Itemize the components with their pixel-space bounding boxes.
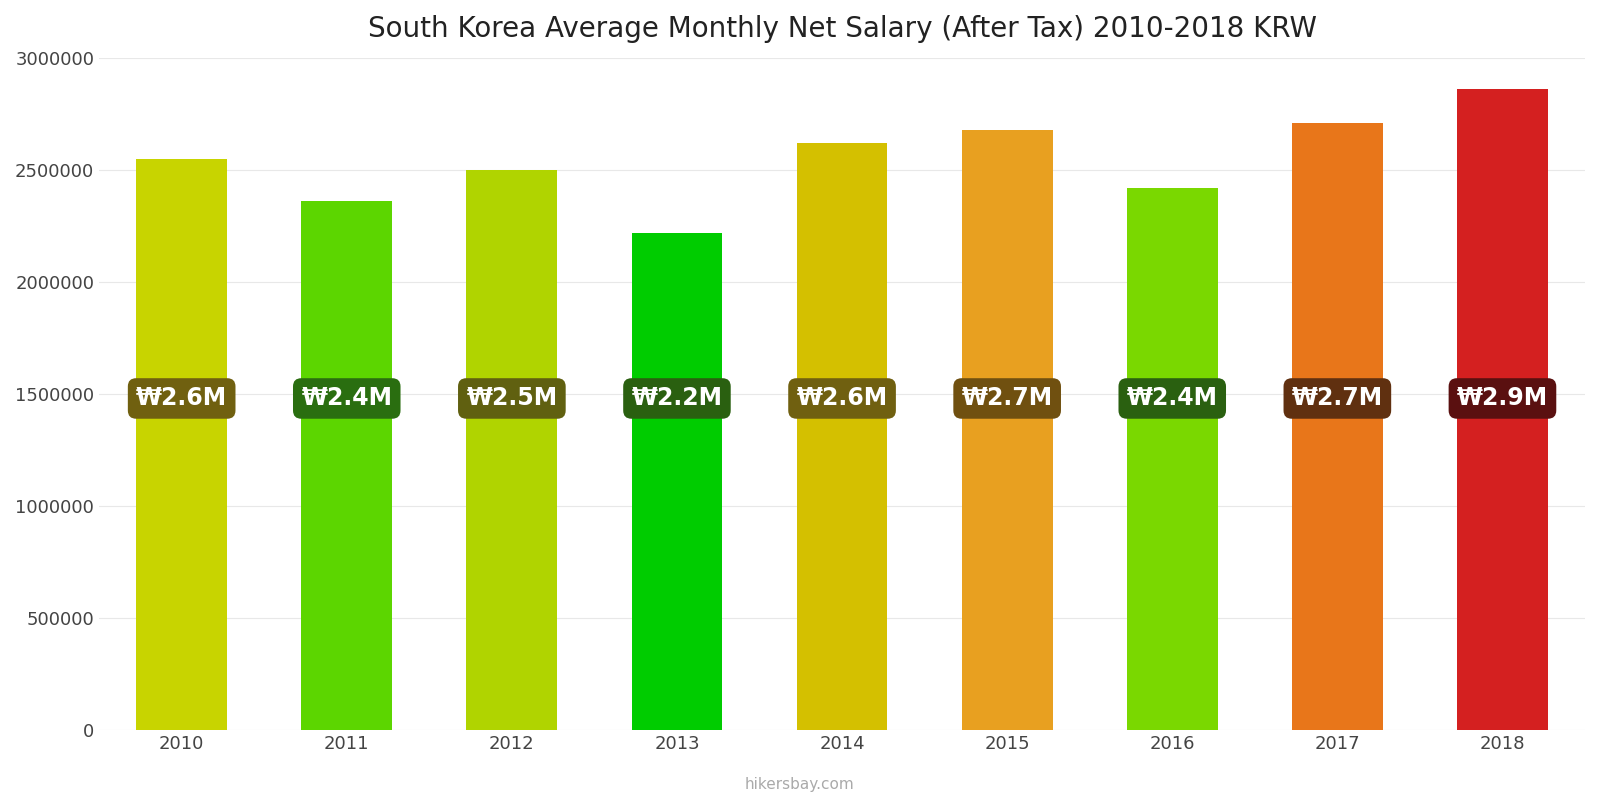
Title: South Korea Average Monthly Net Salary (After Tax) 2010-2018 KRW: South Korea Average Monthly Net Salary (… xyxy=(368,15,1317,43)
Text: ₩2.4M: ₩2.4M xyxy=(1126,386,1218,410)
Bar xyxy=(1291,123,1382,730)
Bar xyxy=(962,130,1053,730)
Bar xyxy=(136,158,227,730)
Text: ₩2.6M: ₩2.6M xyxy=(797,386,888,410)
Text: ₩2.6M: ₩2.6M xyxy=(136,386,227,410)
Text: ₩2.4M: ₩2.4M xyxy=(301,386,392,410)
Text: ₩2.2M: ₩2.2M xyxy=(632,386,723,410)
Bar xyxy=(467,170,557,730)
Text: ₩2.9M: ₩2.9M xyxy=(1458,386,1549,410)
Text: ₩2.5M: ₩2.5M xyxy=(466,386,557,410)
Bar xyxy=(797,143,888,730)
Bar xyxy=(632,233,722,730)
Text: hikersbay.com: hikersbay.com xyxy=(746,777,854,792)
Text: ₩2.7M: ₩2.7M xyxy=(962,386,1053,410)
Bar xyxy=(301,202,392,730)
Text: ₩2.7M: ₩2.7M xyxy=(1291,386,1382,410)
Bar xyxy=(1126,188,1218,730)
Bar xyxy=(1458,90,1547,730)
